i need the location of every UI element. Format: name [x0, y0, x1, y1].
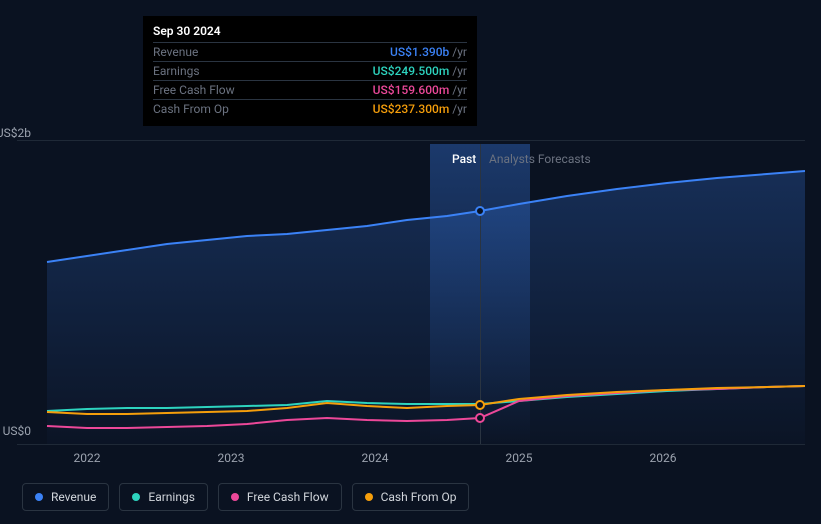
- forecast-section-label: Analysts Forecasts: [489, 152, 591, 166]
- x-axis-label: 2022: [74, 451, 101, 465]
- legend-label: Earnings: [148, 490, 195, 504]
- chart-area[interactable]: [17, 128, 805, 444]
- line-chart-svg: [17, 128, 805, 444]
- tooltip-row: Revenue US$1.390b/yr: [153, 42, 467, 61]
- x-axis-label: 2024: [362, 451, 389, 465]
- tooltip-metric-value: US$1.390b: [390, 45, 449, 59]
- chart-tooltip: Sep 30 2024 Revenue US$1.390b/yr Earnings U…: [143, 16, 477, 126]
- legend-dot-icon: [231, 493, 239, 501]
- tooltip-metric-unit: /yr: [452, 102, 467, 116]
- tooltip-metric-unit: /yr: [452, 64, 467, 78]
- chart-legend: Revenue Earnings Free Cash Flow Cash From O…: [22, 483, 469, 511]
- tooltip-metric-value: US$159.600m: [373, 83, 450, 97]
- tooltip-row: Earnings US$249.500m/yr: [153, 61, 467, 80]
- past-forecast-divider: [480, 144, 481, 444]
- tooltip-metric-unit: /yr: [452, 45, 467, 59]
- legend-item[interactable]: Free Cash Flow: [218, 483, 342, 511]
- legend-item[interactable]: Revenue: [22, 483, 109, 511]
- legend-dot-icon: [35, 493, 43, 501]
- legend-dot-icon: [365, 493, 373, 501]
- tooltip-metric-value: US$249.500m: [373, 64, 450, 78]
- legend-label: Revenue: [51, 490, 96, 504]
- x-axis-label: 2026: [650, 451, 677, 465]
- tooltip-row: Free Cash Flow US$159.600m/yr: [153, 80, 467, 99]
- tooltip-metric-label: Free Cash Flow: [153, 83, 235, 97]
- legend-dot-icon: [132, 493, 140, 501]
- past-section-label: Past: [452, 152, 476, 166]
- tooltip-metric-label: Cash From Op: [153, 102, 229, 116]
- x-axis-label: 2025: [506, 451, 533, 465]
- x-axis-label: 2023: [218, 451, 245, 465]
- chart-marker: [475, 400, 485, 410]
- tooltip-metric-label: Revenue: [153, 45, 198, 59]
- chart-marker: [475, 206, 485, 216]
- tooltip-date: Sep 30 2024: [153, 24, 467, 42]
- legend-label: Free Cash Flow: [247, 490, 329, 504]
- tooltip-row: Cash From Op US$237.300m/yr: [153, 99, 467, 118]
- legend-item[interactable]: Earnings: [119, 483, 208, 511]
- legend-item[interactable]: Cash From Op: [352, 483, 470, 511]
- gridline-bottom: [17, 444, 805, 445]
- legend-label: Cash From Op: [381, 490, 457, 504]
- chart-marker: [475, 413, 485, 423]
- tooltip-metric-unit: /yr: [452, 83, 467, 97]
- tooltip-metric-label: Earnings: [153, 64, 200, 78]
- tooltip-metric-value: US$237.300m: [373, 102, 450, 116]
